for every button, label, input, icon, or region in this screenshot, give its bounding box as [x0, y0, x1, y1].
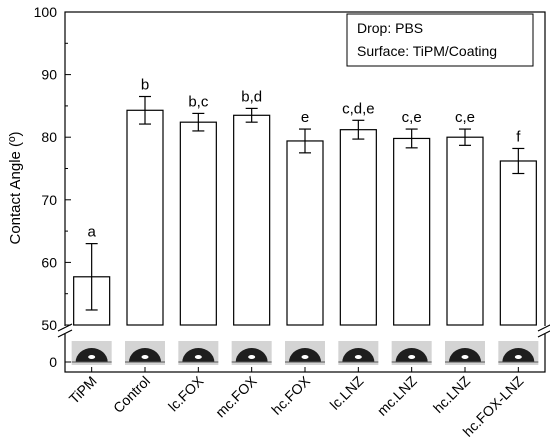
- droplet-highlight-TiPM: [88, 355, 96, 359]
- bar-hc.FOX: [286, 140, 324, 326]
- y-tick-label-60: 60: [41, 254, 57, 270]
- x-tick-label-mc.LNZ: mc.LNZ: [374, 372, 420, 418]
- legend-line-1: Drop: PBS: [357, 20, 423, 36]
- significance-letter-hc.FOX: e: [301, 109, 309, 126]
- legend-line-2: Surface: TiPM/Coating: [357, 43, 497, 59]
- bar-mc.LNZ: [393, 137, 431, 326]
- significance-letter-hc.LNZ: c,e: [455, 109, 475, 126]
- bar-hc.FOX-LNZ: [499, 160, 537, 326]
- x-tick-label-hc.LNZ: hc.LNZ: [430, 372, 474, 416]
- droplet-highlight-lc.LNZ: [354, 355, 362, 359]
- y-tick-label-50: 50: [41, 317, 57, 333]
- bars-layer: a b b,c b,d e c,d,e c,e c,e f: [71, 77, 539, 365]
- significance-letter-hc.FOX-LNZ: f: [516, 128, 521, 145]
- break-gap-left: [59, 326, 71, 334]
- legend-box: Drop: PBS Surface: TiPM/Coating: [346, 13, 534, 67]
- droplet-highlight-hc.FOX: [301, 355, 309, 359]
- droplet-highlight-Control: [141, 355, 149, 359]
- y-tick-label-100: 100: [34, 4, 58, 20]
- bar-Control: [126, 109, 164, 326]
- droplet-highlight-mc.LNZ: [408, 355, 416, 359]
- bar-lc.FOX: [179, 121, 217, 326]
- x-tick-label-mc.FOX: mc.FOX: [212, 372, 260, 420]
- significance-letter-lc.FOX: b,c: [188, 93, 209, 110]
- droplet-highlight-hc.LNZ: [461, 355, 469, 359]
- x-tick-label-Control: Control: [110, 373, 153, 416]
- y-tick-label-80: 80: [41, 129, 57, 145]
- significance-letter-lc.LNZ: c,d,e: [342, 100, 375, 117]
- significance-letter-mc.LNZ: c,e: [402, 109, 422, 126]
- droplet-highlight-mc.FOX: [248, 355, 256, 359]
- x-tick-label-lc.LNZ: lc.LNZ: [327, 372, 367, 412]
- y-axis-label: Contact Angle (º): [7, 131, 24, 244]
- x-tick-label-hc.FOX: hc.FOX: [268, 372, 313, 417]
- x-tick-label-TiPM: TiPM: [66, 373, 100, 407]
- y-tick-label-0: 0: [49, 354, 57, 370]
- y-tick-label-70: 70: [41, 192, 57, 208]
- significance-letter-Control: b: [141, 77, 149, 94]
- droplet-highlight-lc.FOX: [194, 355, 202, 359]
- significance-letter-TiPM: a: [87, 224, 96, 241]
- x-tick-label-lc.FOX: lc.FOX: [165, 372, 207, 414]
- droplet-highlight-hc.FOX-LNZ: [514, 355, 522, 359]
- y-tick-label-90: 90: [41, 67, 57, 83]
- break-mark-left-lower: [57, 329, 73, 338]
- significance-letter-mc.FOX: b,d: [241, 88, 262, 105]
- bar-lc.LNZ: [339, 129, 377, 326]
- break-gap-right: [539, 326, 550, 334]
- bar-mc.FOX: [233, 114, 271, 326]
- bar-hc.LNZ: [446, 136, 484, 326]
